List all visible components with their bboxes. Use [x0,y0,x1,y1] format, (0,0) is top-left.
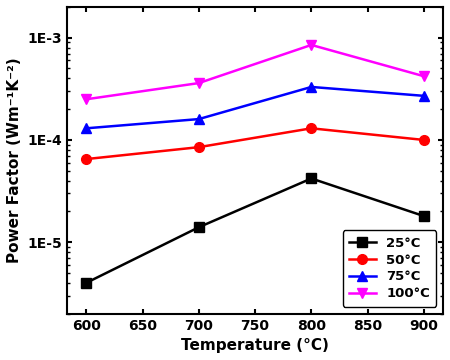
100°C [84,97,89,102]
Line: 50°C: 50°C [81,123,429,164]
100°C [309,43,314,47]
100°C [196,81,202,85]
Y-axis label: Power Factor (Wm⁻¹K⁻²): Power Factor (Wm⁻¹K⁻²) [7,58,22,263]
50°C [309,126,314,130]
25°C [196,225,202,229]
100°C [421,74,427,78]
50°C [421,138,427,142]
X-axis label: Temperature (°C): Temperature (°C) [181,338,329,353]
25°C [84,281,89,285]
25°C [421,214,427,218]
25°C [309,176,314,181]
Line: 25°C: 25°C [81,174,429,288]
75°C [84,126,89,130]
75°C [309,85,314,89]
50°C [84,157,89,161]
75°C [196,117,202,121]
50°C [196,145,202,149]
75°C [421,94,427,98]
Line: 75°C: 75°C [81,82,429,133]
Legend: 25°C, 50°C, 75°C, 100°C: 25°C, 50°C, 75°C, 100°C [342,230,436,307]
Line: 100°C: 100°C [81,40,429,104]
